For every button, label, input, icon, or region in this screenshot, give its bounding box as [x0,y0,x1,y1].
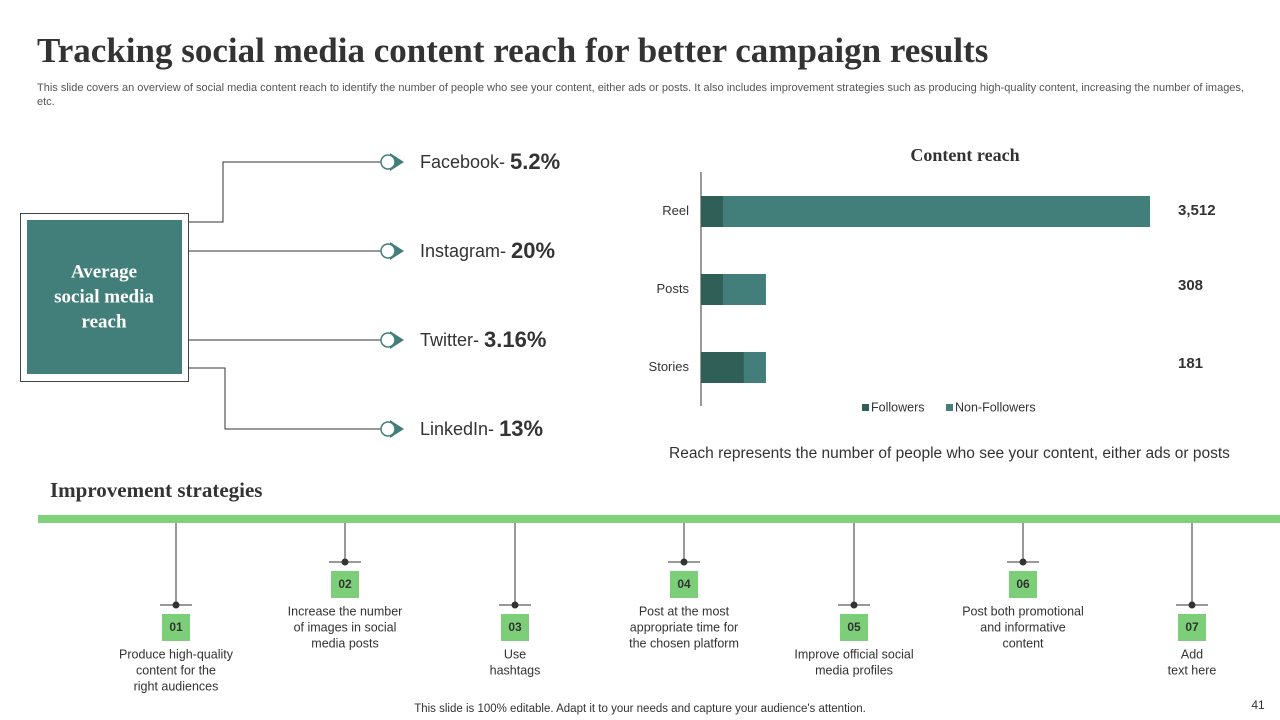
timeline-dot [1188,601,1196,609]
hub-box [27,220,182,374]
hub-label: social media [54,286,154,307]
bar-segment [701,196,723,227]
platform-name: Instagram- [420,241,511,261]
arrow-dot [380,421,396,437]
bar-segment [743,352,766,383]
legend-label: Non-Followers [955,400,1036,414]
strategy-text: Post at the most [639,604,730,618]
number-box [331,571,359,598]
platform-value: 13% [499,416,543,441]
section-title: Improvement strategies [50,478,262,502]
subtitle: This slide covers an overview of social … [37,82,1244,108]
arrow-dot [380,243,396,259]
number-label: 04 [677,577,691,591]
total-label: 308 [1178,277,1203,294]
timeline-dot [172,601,180,609]
strategy-text: and informative [980,620,1066,634]
arrow-dot [380,332,396,348]
y-tick-label: Reel [662,203,689,218]
timeline-dot [1019,558,1027,566]
platform-label: Instagram- 20% [420,238,555,263]
strategy-text: hashtags [490,663,541,677]
strategy-text: right audiences [134,679,219,693]
strategy-text: Use [504,647,526,661]
chart-title: Content reach [910,145,1019,165]
number-box [1009,571,1037,598]
strategy-text: media profiles [815,663,893,677]
number-box [501,614,529,641]
hub-label: reach [81,311,126,332]
bar-segment [701,352,744,383]
total-label: 181 [1178,355,1203,372]
y-tick-label: Stories [649,359,690,374]
chart-caption: Reach represents the number of people wh… [669,445,1230,462]
strategy-text: content for the [136,663,216,677]
number-label: 02 [338,577,352,591]
hub-label: Average [71,261,137,282]
number-box [840,614,868,641]
strategy-text: Add [1181,647,1203,661]
bar-segment [701,274,723,305]
number-label: 06 [1016,577,1030,591]
platform-name: Facebook- [420,152,510,172]
timeline-band [38,515,1280,523]
connectors [188,161,382,430]
strategy-text: appropriate time for [630,620,738,634]
bar-segment [722,196,1150,227]
strategy-text: of images in social [294,620,397,634]
number-label: 03 [508,620,522,634]
strategy-text: text here [1168,663,1217,677]
page-number: 41 [1251,698,1265,712]
number-box [1178,614,1206,641]
timeline-dot [511,601,519,609]
strategy-text: Increase the number [288,604,403,618]
platform-value: 3.16% [484,327,546,352]
timeline-dot [680,558,688,566]
platform-label: Facebook- 5.2% [420,149,560,174]
platform-name: Twitter- [420,330,484,350]
number-box [670,571,698,598]
number-label: 01 [169,620,183,634]
number-box [162,614,190,641]
strategy-text: content [1002,636,1044,650]
arrow-dot [380,154,396,170]
legend-label: Followers [871,400,925,414]
legend-swatch [946,404,953,411]
platform-value: 20% [511,238,555,263]
strategy-text: Produce high-quality [119,647,234,661]
bar-segment [722,274,766,305]
y-tick-label: Posts [656,281,689,296]
timeline-dot [850,601,858,609]
footer-text: This slide is 100% editable. Adapt it to… [414,703,866,715]
number-label: 07 [1185,620,1199,634]
platform-label: Twitter- 3.16% [420,327,546,352]
total-label: 3,512 [1178,202,1216,219]
timeline-dot [341,558,349,566]
number-label: 05 [847,620,861,634]
legend-swatch [862,404,869,411]
platform-value: 5.2% [510,149,560,174]
strategy-text: the chosen platform [629,636,739,650]
strategy-text: media posts [311,636,378,650]
title: Tracking social media content reach for … [37,31,988,70]
subtitle-box: This slide covers an overview of social … [37,82,1244,108]
platform-label: LinkedIn- 13% [420,416,543,441]
strategy-text: Improve official social [794,647,913,661]
strategy-text: Post both promotional [962,604,1084,618]
platform-name: LinkedIn- [420,419,499,439]
